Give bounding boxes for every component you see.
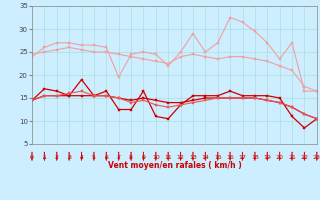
X-axis label: Vent moyen/en rafales ( km/h ): Vent moyen/en rafales ( km/h ): [108, 161, 241, 170]
